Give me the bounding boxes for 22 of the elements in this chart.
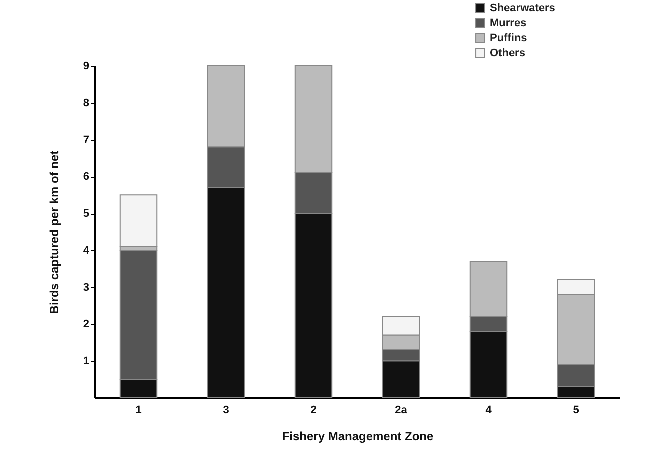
x-tick-label: 5 (573, 404, 580, 416)
y-tick-label: 2 (83, 318, 90, 331)
x-tick-label: 4 (486, 404, 493, 416)
y-tick-label: 3 (83, 282, 90, 294)
y-tick-label: 9 (83, 60, 90, 72)
y-axis-title: Birds captured per km of net (47, 150, 62, 314)
y-tick-label: 1 (83, 356, 90, 368)
legend-label: Others (490, 48, 526, 60)
y-tick-label: 7 (83, 134, 90, 146)
y-tick-label: 8 (83, 97, 90, 110)
y-tick-label: 5 (83, 208, 90, 220)
legend-label: Puffins (490, 32, 528, 44)
bar (120, 194, 158, 248)
x-tick-label: 3 (223, 404, 230, 416)
x-tick-label: 2 (310, 404, 317, 416)
legend-label: Murres (490, 18, 527, 30)
x-axis-title: Fishery Management Zone (282, 430, 434, 444)
x-tick-label: 1 (136, 404, 142, 416)
y-tick-label: 4 (83, 244, 90, 257)
legend-label: Shearwaters (490, 2, 556, 14)
y-tick-label: 6 (83, 171, 90, 184)
x-tick-label: 2a (395, 404, 408, 416)
